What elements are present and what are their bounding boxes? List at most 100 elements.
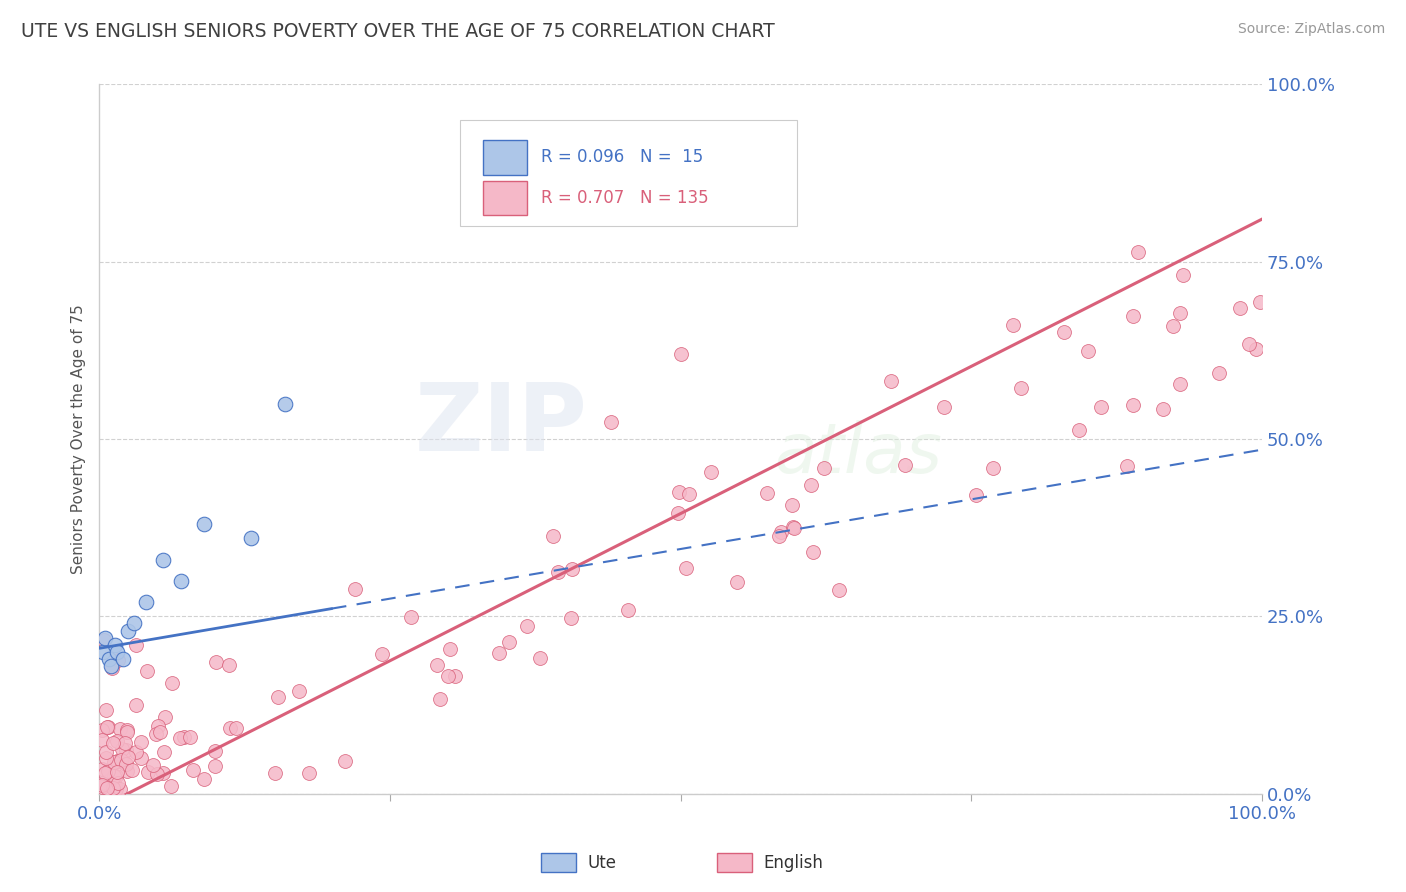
Point — [239, 532, 262, 546]
Point — [136, 764, 159, 779]
Text: atlas: atlas — [773, 420, 942, 487]
Point — [1237, 337, 1260, 351]
Point — [965, 488, 987, 502]
Point — [124, 616, 146, 631]
FancyBboxPatch shape — [460, 120, 797, 227]
Point — [104, 779, 127, 793]
Point — [96, 745, 118, 759]
Point — [225, 721, 247, 735]
Point — [105, 765, 128, 780]
Point — [1122, 309, 1144, 323]
Point — [205, 655, 228, 669]
Point — [93, 633, 115, 648]
Point — [135, 595, 157, 609]
Point — [152, 765, 174, 780]
Point — [115, 756, 138, 771]
Point — [142, 757, 165, 772]
Point — [129, 734, 152, 748]
Point — [1126, 245, 1149, 260]
Point — [93, 766, 115, 780]
Point — [600, 415, 623, 429]
Point — [91, 780, 114, 794]
FancyBboxPatch shape — [484, 181, 527, 215]
Point — [488, 646, 510, 660]
Point — [110, 722, 132, 736]
Point — [124, 698, 146, 712]
Point — [146, 767, 169, 781]
Point — [371, 648, 394, 662]
Point — [90, 778, 112, 792]
Point — [107, 776, 129, 790]
Point — [333, 755, 356, 769]
FancyBboxPatch shape — [484, 140, 527, 175]
Point — [1053, 325, 1076, 339]
Point — [1161, 319, 1184, 334]
Point — [1121, 398, 1143, 412]
Point — [274, 396, 297, 410]
Point — [1067, 423, 1090, 437]
Point — [90, 762, 112, 776]
Point — [529, 650, 551, 665]
Point — [932, 400, 955, 414]
Point — [105, 733, 128, 747]
Point — [115, 723, 138, 738]
Point — [115, 725, 138, 739]
Point — [668, 484, 690, 499]
Point — [439, 642, 461, 657]
Point — [160, 675, 183, 690]
Point — [782, 519, 804, 533]
Point — [437, 669, 460, 683]
Point — [104, 770, 127, 784]
Point — [111, 742, 134, 756]
Point — [801, 545, 824, 559]
Point — [136, 664, 159, 678]
Point — [1168, 306, 1191, 320]
Point — [1010, 381, 1032, 395]
Point — [110, 753, 132, 767]
Point — [426, 657, 449, 672]
Point — [91, 732, 114, 747]
Point — [1173, 268, 1195, 283]
Point — [813, 461, 835, 475]
Point — [1208, 366, 1230, 380]
Point — [114, 736, 136, 750]
Point — [103, 755, 125, 769]
Point — [159, 780, 181, 794]
Point — [1229, 301, 1251, 316]
Point — [117, 624, 139, 638]
Y-axis label: Seniors Poverty Over the Age of 75: Seniors Poverty Over the Age of 75 — [72, 304, 86, 574]
Point — [768, 529, 790, 543]
Text: R = 0.707   N = 135: R = 0.707 N = 135 — [541, 189, 709, 207]
Point — [97, 652, 120, 666]
Text: UTE VS ENGLISH SENIORS POVERTY OVER THE AGE OF 75 CORRELATION CHART: UTE VS ENGLISH SENIORS POVERTY OVER THE … — [21, 22, 775, 41]
Point — [107, 653, 129, 667]
Point — [153, 710, 176, 724]
Point — [97, 720, 120, 734]
Point — [828, 583, 851, 598]
Point — [218, 657, 240, 672]
Point — [103, 736, 125, 750]
Point — [101, 661, 124, 675]
Point — [399, 610, 422, 624]
Point — [117, 764, 139, 779]
Point — [1152, 402, 1174, 417]
Point — [111, 652, 134, 666]
Text: R = 0.096   N =  15: R = 0.096 N = 15 — [541, 148, 703, 167]
Text: Source: ZipAtlas.com: Source: ZipAtlas.com — [1237, 22, 1385, 37]
Point — [1249, 294, 1271, 309]
Point — [97, 764, 120, 778]
Point — [204, 759, 226, 773]
Point — [343, 582, 366, 596]
Point — [170, 574, 193, 588]
Point — [114, 756, 136, 770]
Point — [783, 521, 806, 535]
Point — [983, 461, 1005, 475]
Point — [96, 703, 118, 717]
Point — [193, 772, 215, 787]
Point — [880, 374, 903, 388]
Point — [264, 765, 287, 780]
Point — [105, 755, 128, 769]
Point — [193, 517, 215, 532]
Point — [800, 477, 823, 491]
Point — [96, 781, 118, 796]
